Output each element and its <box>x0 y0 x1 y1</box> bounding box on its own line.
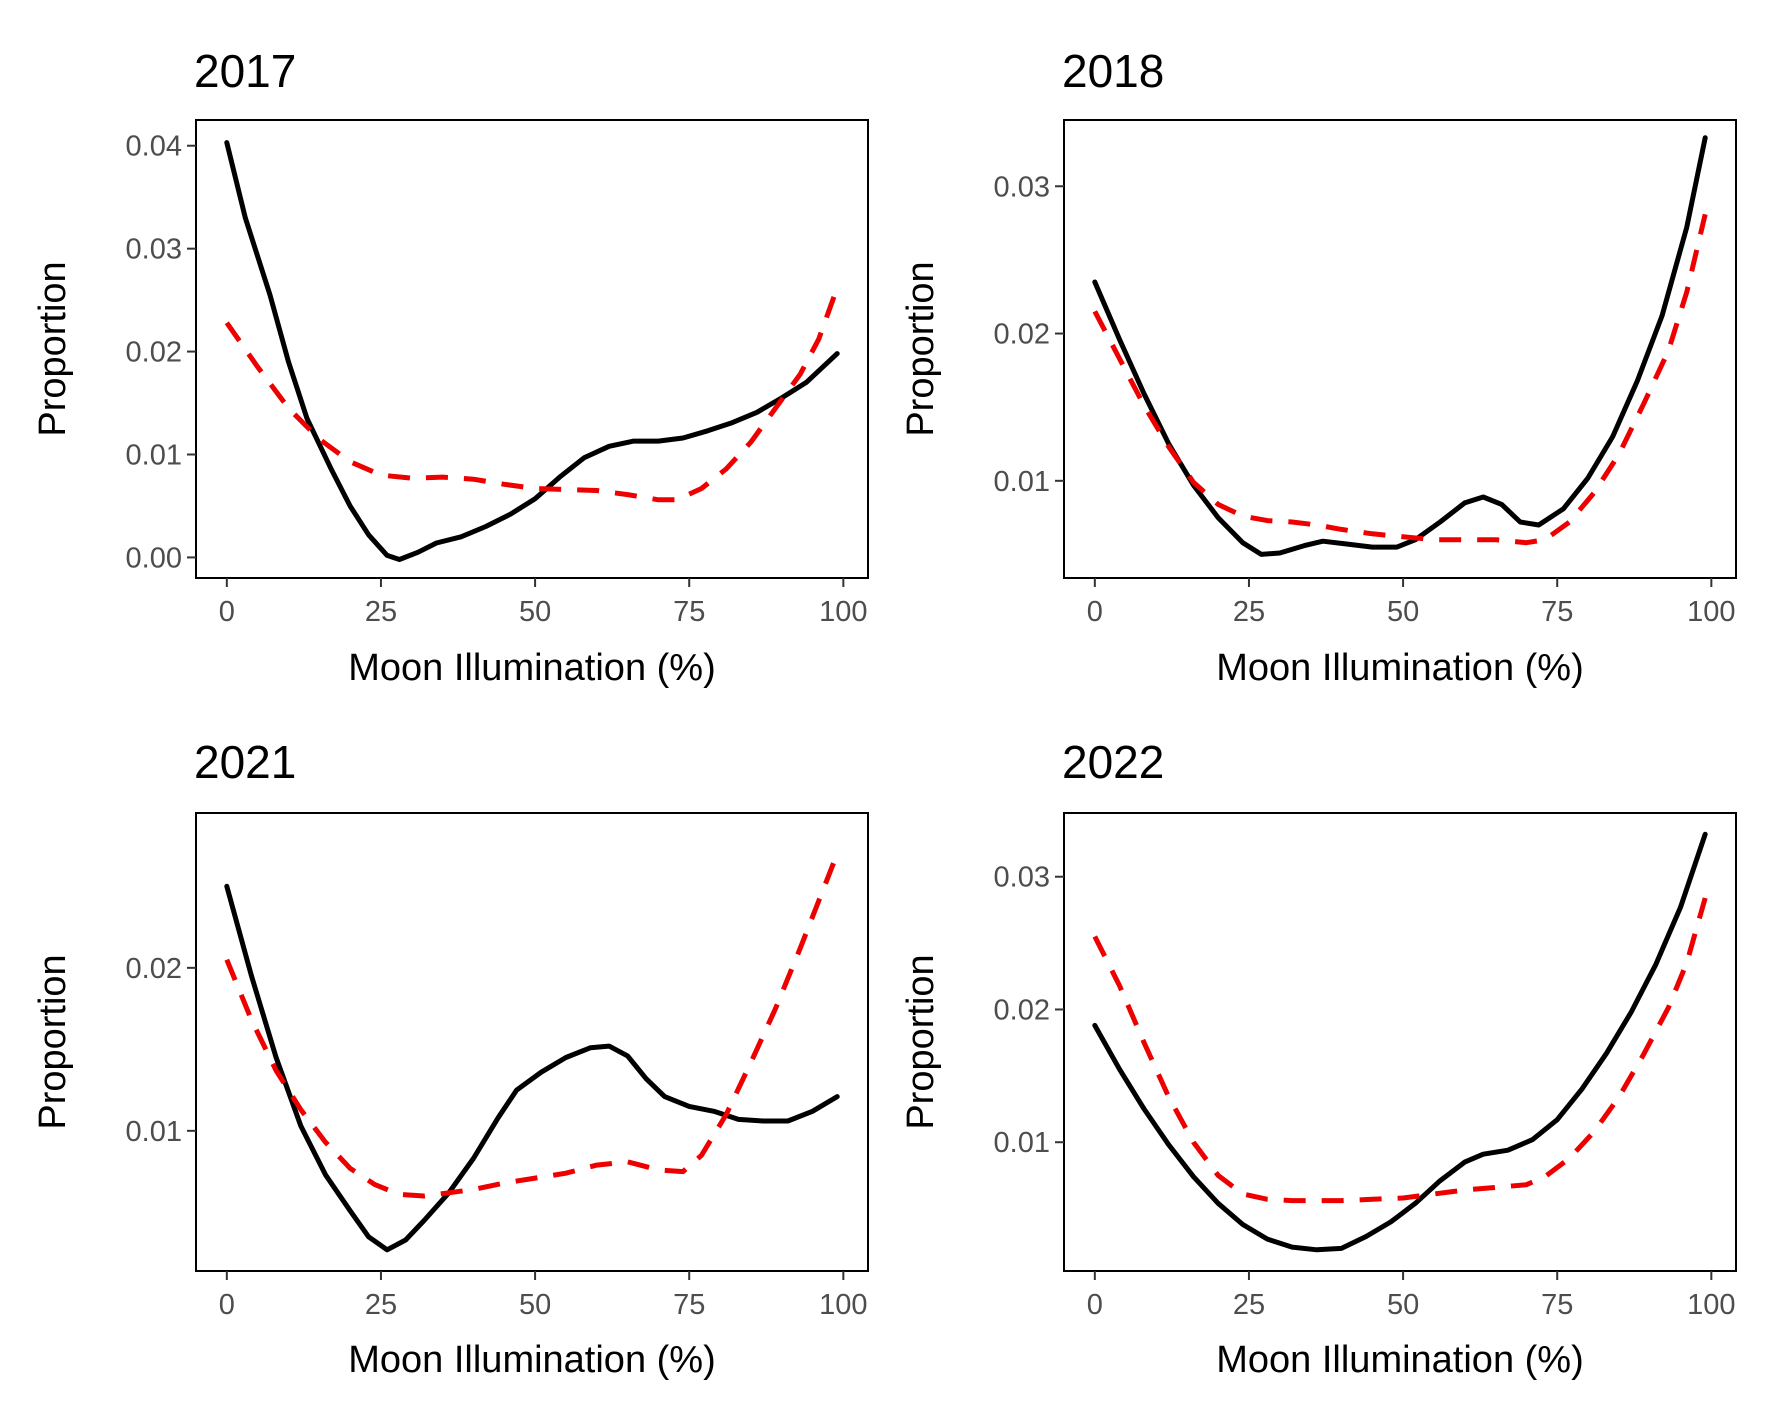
x-tick-label: 50 <box>519 1289 551 1321</box>
panel-2021: 2021 0 25 50 75 100 0.01 0.02 Moon Illumination … <box>32 736 869 1381</box>
x-tick-label: 0 <box>1087 1289 1103 1321</box>
x-tick-label: 75 <box>1541 596 1573 628</box>
y-tick-label: 0.00 <box>126 542 182 574</box>
x-tick-label: 50 <box>1387 596 1419 628</box>
series-line-solid <box>1092 135 1708 557</box>
x-tick-label: 0 <box>1087 596 1103 628</box>
series-line-dashed <box>1092 897 1708 1204</box>
x-tick-label: 25 <box>365 1289 397 1321</box>
y-tick-label: 0.02 <box>994 319 1050 351</box>
y-tick-label: 0.03 <box>994 171 1050 203</box>
x-tick-label: 50 <box>519 596 551 628</box>
y-axis-label: Proportion <box>32 261 74 436</box>
series-group <box>1092 831 1708 1253</box>
y-tick-label: 0.01 <box>994 1127 1050 1159</box>
y-axis-label: Proportion <box>32 954 74 1129</box>
series-group <box>224 140 840 562</box>
x-axis-label: Moon Illumination (%) <box>348 647 715 689</box>
x-axis-label: Moon Illumination (%) <box>1216 1339 1583 1381</box>
series-group <box>224 852 840 1253</box>
y-tick-label: 0.02 <box>126 337 182 369</box>
plot-frame <box>1063 812 1737 1272</box>
panel-title: 2021 <box>194 736 296 788</box>
series-group <box>1092 135 1708 557</box>
series-line-solid <box>1092 831 1708 1253</box>
y-tick-label: 0.02 <box>126 953 182 985</box>
panel-2017: 2017 0 25 50 75 100 0.00 0.01 0.02 0.03 0.04 Moon I… <box>32 45 869 689</box>
panel-title: 2022 <box>1062 736 1164 788</box>
x-axis-label: Moon Illumination (%) <box>1216 647 1583 689</box>
plot-frame <box>195 812 869 1272</box>
plot-frame <box>195 119 869 579</box>
x-tick-label: 25 <box>1233 1289 1265 1321</box>
y-tick-label: 0.01 <box>126 439 182 471</box>
x-tick-label: 50 <box>1387 1289 1419 1321</box>
x-tick-label: 0 <box>219 1289 235 1321</box>
x-tick-label: 75 <box>1541 1289 1573 1321</box>
x-tick-label: 100 <box>819 1289 867 1321</box>
y-tick-label: 0.03 <box>126 234 182 266</box>
y-tick-label: 0.04 <box>126 131 182 163</box>
x-tick-label: 100 <box>1687 1289 1735 1321</box>
x-tick-label: 100 <box>819 596 867 628</box>
series-line-solid <box>224 140 840 562</box>
panel-2022: 2022 0 25 50 75 100 0.01 0.02 0.03 Moon Illuminat… <box>900 736 1737 1381</box>
y-tick-label: 0.03 <box>994 862 1050 894</box>
series-line-dashed <box>224 852 840 1199</box>
series-line-solid <box>224 883 840 1253</box>
x-tick-label: 100 <box>1687 596 1735 628</box>
x-tick-label: 0 <box>219 596 235 628</box>
panel-2018: 2018 0 25 50 75 100 0.01 0.02 0.03 Moon Illuminat… <box>900 45 1737 689</box>
panel-title: 2017 <box>194 45 296 97</box>
series-line-dashed <box>224 286 840 503</box>
x-tick-label: 75 <box>673 1289 705 1321</box>
y-tick-label: 0.02 <box>994 994 1050 1026</box>
plot-frame <box>1063 119 1737 579</box>
y-tick-label: 0.01 <box>126 1116 182 1148</box>
series-line-dashed <box>1092 213 1708 546</box>
y-tick-label: 0.01 <box>994 466 1050 498</box>
y-axis-label: Proportion <box>900 261 942 436</box>
x-tick-label: 25 <box>365 596 397 628</box>
panel-title: 2018 <box>1062 45 1164 97</box>
x-tick-label: 25 <box>1233 596 1265 628</box>
x-tick-label: 75 <box>673 596 705 628</box>
y-axis-label: Proportion <box>900 954 942 1129</box>
x-axis-label: Moon Illumination (%) <box>348 1339 715 1381</box>
